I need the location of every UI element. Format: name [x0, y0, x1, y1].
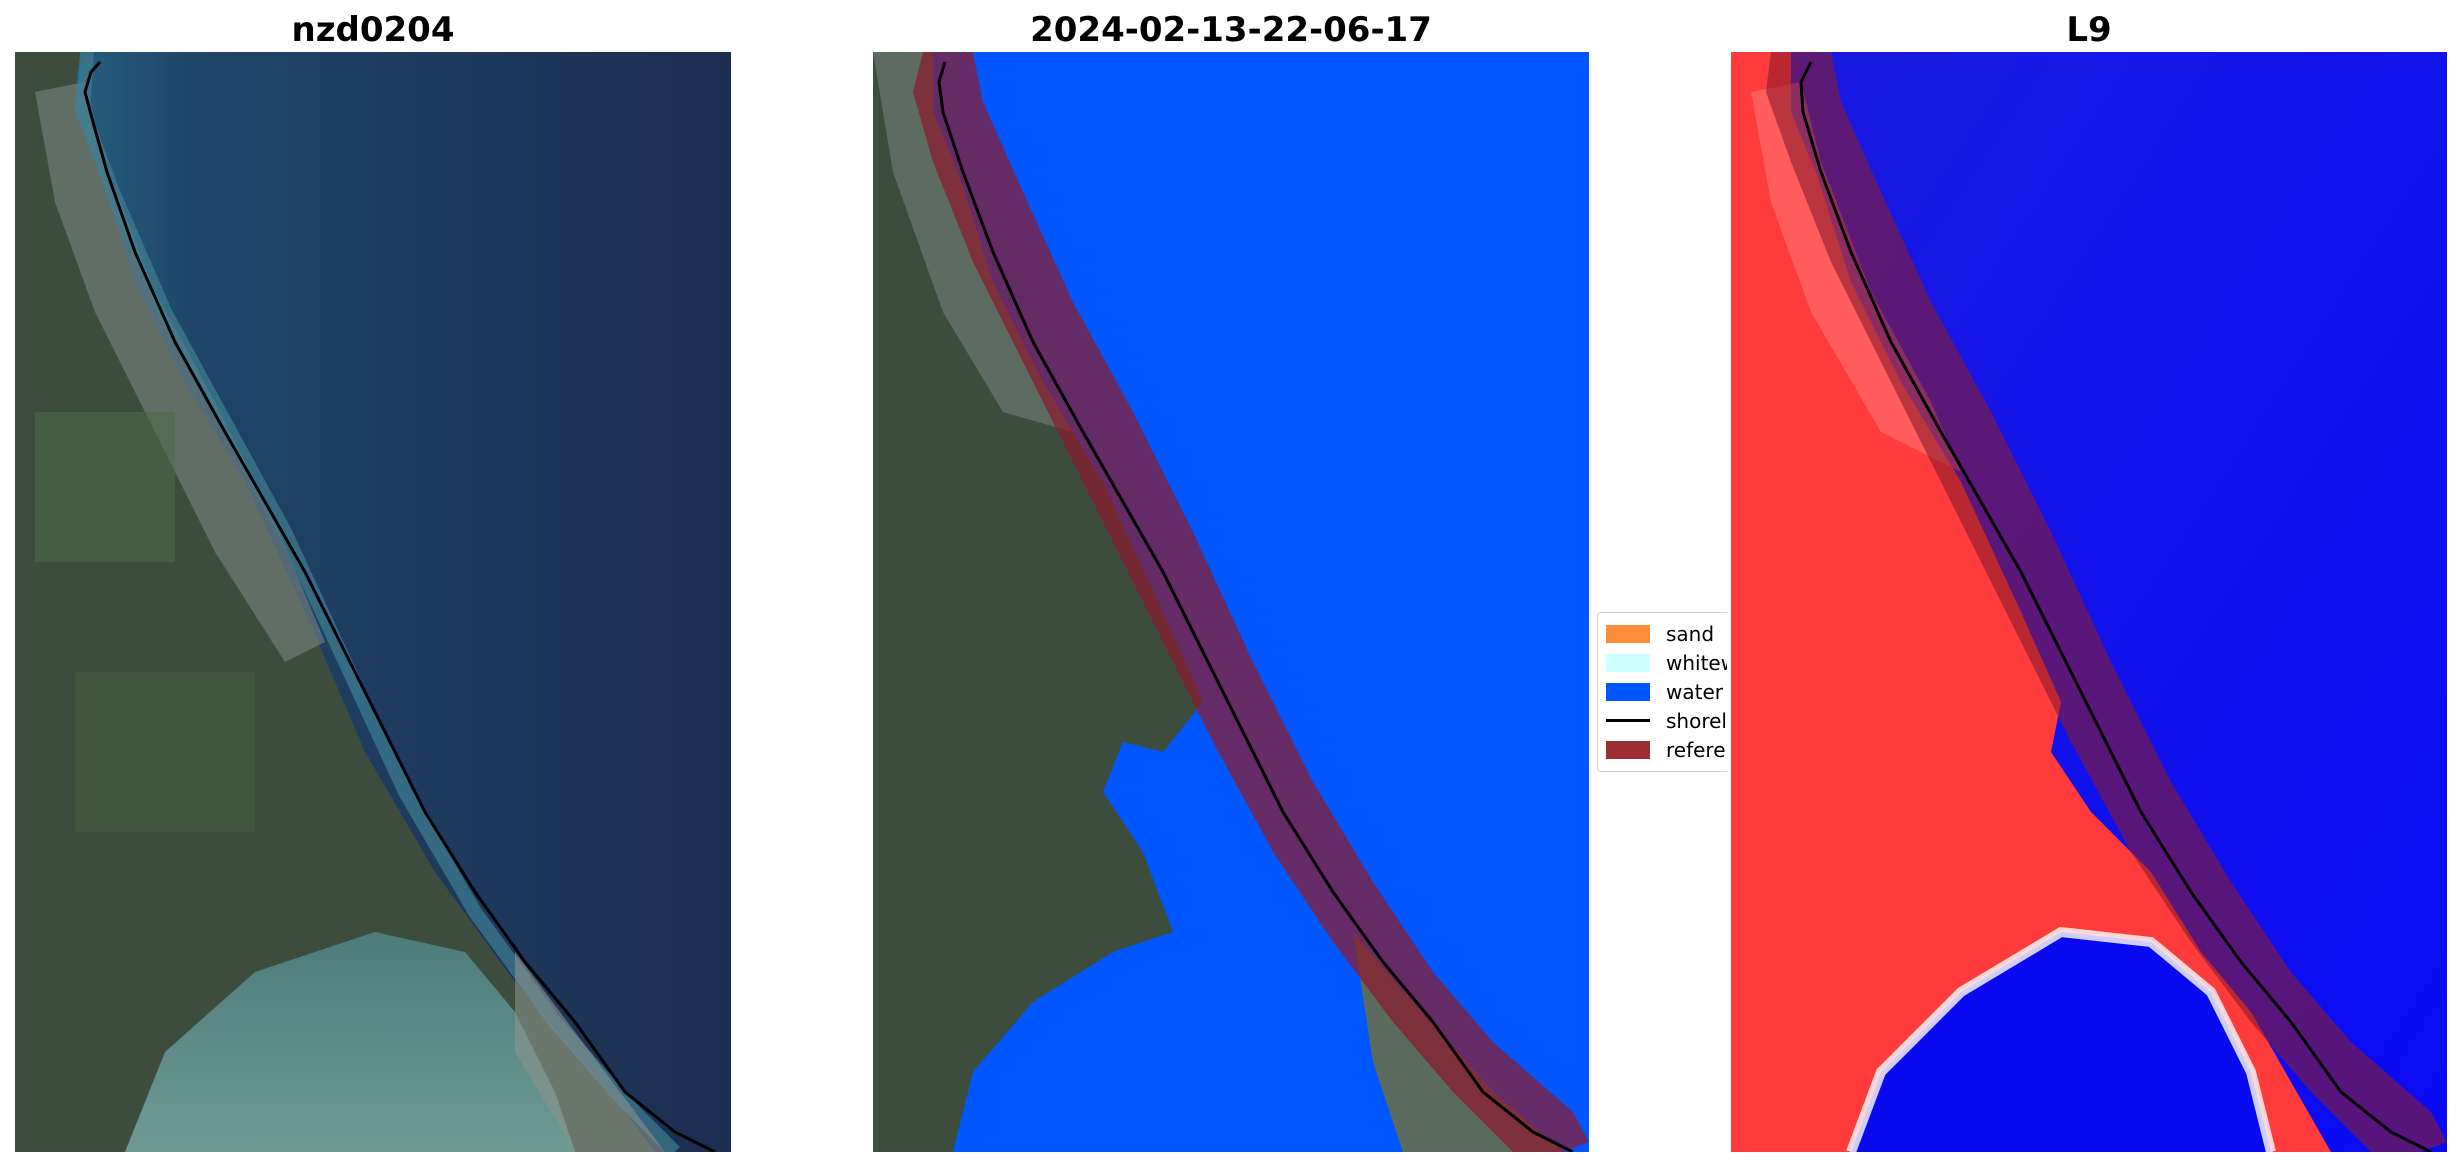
- land-area: [15, 52, 655, 1152]
- rgb-image: [15, 52, 731, 1152]
- index-image: [1731, 52, 2447, 1152]
- shoreline-swatch: [1606, 719, 1650, 722]
- classification-panel: [873, 52, 1589, 1152]
- field-area: [35, 412, 175, 562]
- field-area: [75, 672, 255, 832]
- legend-item-water: water: [1606, 677, 1727, 706]
- index-bay: [1851, 932, 2271, 1152]
- legend-label: shorel: [1666, 708, 1727, 733]
- rgb-image-panel: [15, 52, 731, 1152]
- index-land-area: [1731, 52, 2331, 1152]
- shoreline-line: [937, 61, 1574, 1152]
- town-south: [515, 952, 665, 1152]
- legend-item-reference: referer: [1606, 735, 1727, 764]
- reference-swatch: [1606, 740, 1650, 759]
- legend-item-sand: sand: [1606, 619, 1727, 648]
- legend-label: sand: [1666, 621, 1715, 646]
- panel-title-rgb: nzd0204: [291, 10, 455, 50]
- reference-buffer: [913, 52, 1589, 1152]
- index-bay-edge: [1846, 926, 2276, 1152]
- legend-item-shoreline: shorel: [1606, 706, 1727, 735]
- panel-title-index: L9: [2066, 10, 2112, 50]
- index-panel: [1731, 52, 2447, 1152]
- legend-label: referer: [1666, 737, 1727, 762]
- legend-label: water: [1666, 679, 1723, 704]
- classification-image: [873, 52, 1589, 1152]
- reference-buffer: [1766, 52, 2447, 1152]
- town-strip: [35, 82, 325, 662]
- shoreline-line: [1799, 61, 2432, 1152]
- water-swatch: [1606, 682, 1650, 701]
- shoreline-line: [83, 60, 716, 1152]
- land-south: [1353, 932, 1563, 1152]
- bay-area: [125, 932, 575, 1152]
- panel-title-classification: 2024-02-13-22-06-17: [1030, 10, 1432, 50]
- sand-swatch: [1606, 624, 1650, 643]
- whitewater-swatch: [1606, 653, 1650, 672]
